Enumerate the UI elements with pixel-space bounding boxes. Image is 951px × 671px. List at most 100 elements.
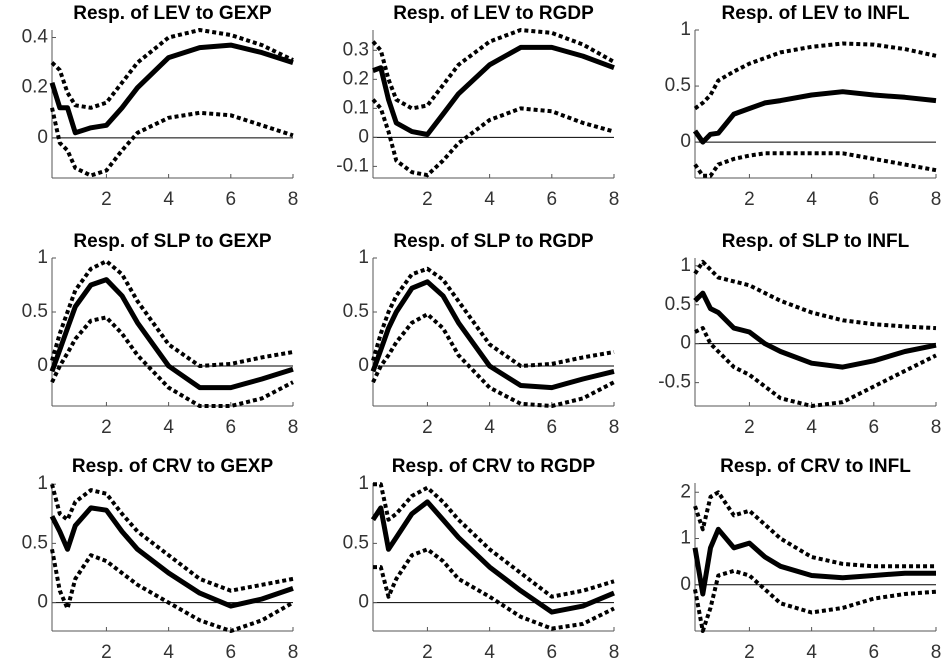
band-line	[371, 28, 615, 111]
band-line	[693, 151, 937, 178]
x-tick-label: 2	[101, 642, 112, 663]
band-line	[50, 28, 294, 110]
x-tick-label: 2	[101, 417, 112, 438]
x-tick-label: 6	[226, 417, 237, 438]
band-line	[50, 259, 294, 368]
y-tick-label: 0.5	[665, 294, 691, 315]
x-tick-label: 8	[609, 417, 620, 438]
band-line	[371, 98, 615, 178]
x-tick-label: 6	[869, 417, 880, 438]
chart-title: Resp. of SLP to RGDP	[393, 231, 594, 252]
y-tick-label: 0.2	[343, 68, 369, 89]
y-tick-label: -0.1	[336, 155, 369, 176]
x-tick-label: 6	[226, 642, 237, 663]
y-tick-label: -0.5	[658, 372, 691, 393]
y-tick-label: 0.5	[343, 532, 369, 553]
x-tick-label: 2	[744, 189, 755, 210]
y-tick-label: 0.4	[22, 27, 49, 48]
chart-title: Resp. of CRV to INFL	[720, 456, 911, 477]
x-tick-label: 4	[484, 417, 495, 438]
y-tick-label: 0	[680, 333, 691, 354]
response-line	[370, 499, 615, 615]
band-line	[373, 482, 615, 599]
response-line	[692, 526, 936, 597]
response-line	[372, 44, 615, 137]
x-tick-label: 6	[869, 642, 880, 663]
x-tick-label: 8	[931, 417, 942, 438]
x-tick-label: 4	[163, 642, 174, 663]
chart-title: Resp. of CRV to RGDP	[392, 456, 596, 477]
y-tick-label: 1	[37, 473, 48, 494]
x-tick-label: 4	[484, 189, 495, 210]
x-tick-label: 4	[806, 417, 817, 438]
band-line	[371, 266, 615, 368]
y-tick-label: 0.2	[22, 77, 48, 98]
x-tick-label: 4	[806, 189, 817, 210]
response-line	[370, 279, 615, 391]
x-tick-label: 6	[869, 189, 880, 210]
x-tick-label: 8	[931, 189, 942, 210]
y-tick-label: 0.5	[22, 532, 48, 553]
x-tick-label: 8	[288, 189, 299, 210]
x-tick-label: 8	[288, 642, 299, 663]
y-tick-label: 2	[680, 481, 691, 502]
y-tick-label: 0	[37, 127, 48, 148]
x-tick-label: 4	[163, 417, 174, 438]
y-tick-label: 1	[680, 19, 691, 40]
chart-title: Resp. of SLP to GEXP	[73, 231, 271, 252]
band-line	[371, 312, 615, 408]
x-tick-label: 2	[744, 417, 755, 438]
band-line	[373, 547, 615, 631]
x-tick-label: 8	[288, 417, 299, 438]
y-tick-label: 1	[680, 528, 691, 549]
y-tick-label: 0	[37, 355, 48, 376]
response-line	[49, 505, 294, 609]
band-line	[693, 41, 937, 111]
y-tick-label: 0	[37, 592, 48, 613]
band-line	[693, 259, 937, 331]
x-tick-label: 6	[547, 417, 558, 438]
y-tick-label: 1	[37, 247, 48, 268]
y-tick-label: 0.3	[343, 39, 369, 60]
chart-title: Resp. of LEV to RGDP	[393, 3, 594, 24]
response-line	[692, 89, 937, 145]
x-tick-label: 2	[101, 189, 112, 210]
x-tick-label: 6	[547, 189, 558, 210]
chart-title: Resp. of LEV to INFL	[722, 3, 910, 24]
chart-title: Resp. of LEV to GEXP	[73, 3, 272, 24]
y-tick-label: 0.1	[343, 97, 369, 118]
y-tick-label: 0	[358, 355, 369, 376]
x-tick-label: 8	[931, 642, 942, 663]
y-tick-label: 0	[358, 592, 369, 613]
band-line	[50, 483, 294, 593]
y-tick-label: 0.5	[343, 301, 369, 322]
response-line	[693, 290, 937, 370]
chart-title: Resp. of CRV to GEXP	[72, 456, 274, 477]
x-tick-label: 2	[422, 642, 433, 663]
band-line	[694, 326, 937, 408]
band-line	[693, 568, 937, 633]
x-tick-label: 6	[547, 642, 558, 663]
y-tick-label: 1	[358, 473, 369, 494]
band-line	[50, 315, 294, 408]
x-tick-label: 6	[226, 189, 237, 210]
y-tick-label: 0.5	[22, 301, 48, 322]
y-tick-label: 1	[358, 247, 369, 268]
band-line	[50, 548, 294, 633]
response-line	[49, 277, 294, 391]
x-tick-label: 2	[422, 417, 433, 438]
y-tick-label: 0	[680, 574, 691, 595]
x-tick-label: 4	[484, 642, 495, 663]
y-tick-label: 0.5	[665, 75, 691, 96]
x-tick-label: 2	[422, 189, 433, 210]
band-line	[50, 107, 294, 178]
y-tick-label: 0	[680, 131, 691, 152]
x-tick-label: 8	[609, 642, 620, 663]
chart-title: Resp. of SLP to INFL	[722, 231, 910, 252]
x-tick-label: 2	[744, 642, 755, 663]
y-tick-label: 0	[358, 126, 369, 147]
band-line	[693, 490, 936, 569]
x-tick-label: 4	[806, 642, 817, 663]
x-tick-label: 4	[163, 189, 174, 210]
